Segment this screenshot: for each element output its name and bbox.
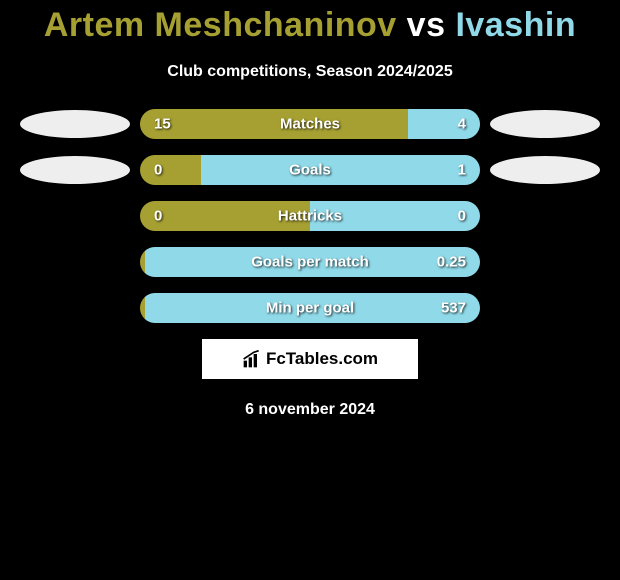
stat-label: Matches <box>280 116 340 133</box>
stat-bar: 0 Goals 1 <box>140 155 480 185</box>
logo-text: FcTables.com <box>266 349 378 369</box>
stat-value-right: 537 <box>441 300 466 317</box>
stat-value-left: 15 <box>154 116 171 133</box>
stat-row: Min per goal 537 <box>0 293 620 323</box>
spacer <box>490 248 600 276</box>
stat-label: Goals <box>289 162 331 179</box>
bar-segment-right <box>408 109 480 139</box>
stat-bar: Min per goal 537 <box>140 293 480 323</box>
stat-bar: 15 Matches 4 <box>140 109 480 139</box>
date-text: 6 november 2024 <box>0 401 620 419</box>
stat-bar: Goals per match 0.25 <box>140 247 480 277</box>
spacer <box>490 294 600 322</box>
player1-name: Artem Meshchaninov <box>44 6 397 44</box>
player1-badge <box>20 156 130 184</box>
bar-chart-icon <box>242 349 262 369</box>
spacer <box>490 202 600 230</box>
bar-segment-right <box>201 155 480 185</box>
stat-label: Hattricks <box>278 208 342 225</box>
stat-value-left: 0 <box>154 208 162 225</box>
page-title: Artem Meshchaninov vs Ivashin <box>0 0 620 45</box>
spacer <box>20 202 130 230</box>
stat-value-right: 0.25 <box>437 254 466 271</box>
comparison-rows: 15 Matches 4 0 Goals 1 0 Hattricks 0 Goals per ma… <box>0 109 620 323</box>
player2-badge <box>490 110 600 138</box>
stat-label: Goals per match <box>251 254 369 271</box>
stat-row: 0 Goals 1 <box>0 155 620 185</box>
spacer <box>20 248 130 276</box>
bar-segment-left <box>140 109 408 139</box>
stat-row: 0 Hattricks 0 <box>0 201 620 231</box>
stat-value-right: 0 <box>458 208 466 225</box>
stat-label: Min per goal <box>266 300 354 317</box>
subtitle: Club competitions, Season 2024/2025 <box>0 63 620 81</box>
stat-value-left: 0 <box>154 162 162 179</box>
stat-value-right: 4 <box>458 116 466 133</box>
stat-row: 15 Matches 4 <box>0 109 620 139</box>
stat-row: Goals per match 0.25 <box>0 247 620 277</box>
logo-box: FcTables.com <box>202 339 418 379</box>
stat-value-right: 1 <box>458 162 466 179</box>
player2-badge <box>490 156 600 184</box>
player1-badge <box>20 110 130 138</box>
vs-text: vs <box>407 6 446 44</box>
stat-bar: 0 Hattricks 0 <box>140 201 480 231</box>
spacer <box>20 294 130 322</box>
bar-segment-left <box>140 155 201 185</box>
player2-name: Ivashin <box>455 6 576 44</box>
